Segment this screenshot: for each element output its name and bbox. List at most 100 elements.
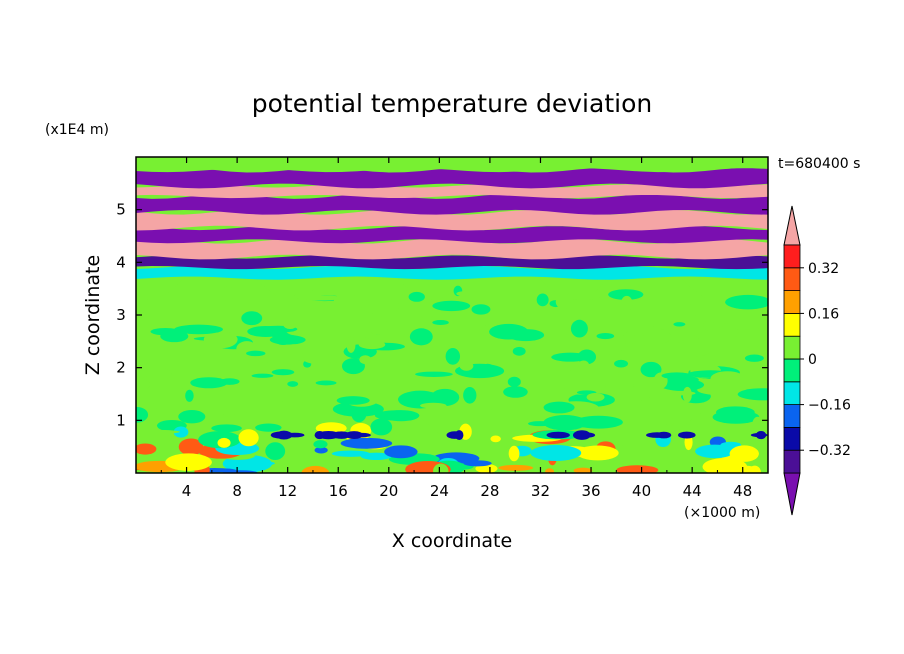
colorbar: 0.32 0.16 0 −0.16 −0.32 (783, 205, 851, 516)
field-cell (736, 328, 768, 343)
field-cell (284, 344, 303, 363)
field-cell (512, 346, 526, 356)
colorbar-segment (783, 426, 801, 451)
field-cell (361, 370, 382, 381)
y-axis: 1 2 3 4 5 (116, 201, 768, 429)
field-cell (713, 326, 740, 339)
field-cell (271, 369, 295, 376)
field-cell (573, 430, 591, 440)
field-cell (463, 386, 477, 404)
field-cell (670, 391, 696, 396)
field-band (136, 194, 768, 215)
field-cell (661, 372, 693, 380)
field-cell (291, 414, 312, 432)
y-tick-label: 3 (116, 306, 126, 324)
field-cell (703, 320, 715, 331)
field-cell (604, 382, 635, 389)
colorbar-label: −0.16 (808, 398, 851, 414)
field-cell (190, 377, 228, 389)
field-cell (471, 304, 491, 315)
field-cell (303, 353, 336, 365)
field-cell (247, 325, 285, 337)
field-cell (695, 444, 735, 459)
field-cell (507, 329, 545, 342)
field-cell (360, 297, 400, 315)
colorbar-segment (783, 267, 801, 291)
field-cell (508, 445, 520, 462)
field-cell (596, 333, 615, 340)
field-cell (503, 386, 528, 398)
field-cell (665, 417, 674, 426)
field-cell (136, 378, 151, 391)
field-cell (566, 291, 602, 301)
x-tick-label: 40 (632, 482, 651, 500)
field-cell (315, 422, 347, 435)
field-cell (573, 467, 593, 473)
field-cell (725, 294, 768, 310)
field-cell (313, 440, 328, 449)
field-cell (136, 406, 149, 423)
field-cell (545, 468, 554, 473)
field-band (136, 157, 768, 173)
field-cell (551, 352, 589, 362)
y-tick-label: 4 (116, 253, 126, 271)
field-cell (490, 435, 501, 443)
field-cell (255, 423, 282, 432)
field-band (136, 184, 768, 199)
field-cell (270, 431, 292, 439)
field-cell (640, 361, 662, 378)
colorbar-segment (783, 312, 801, 337)
field-cell (315, 380, 337, 386)
field-cell (507, 376, 521, 387)
field-cell (660, 378, 705, 391)
field-cell (178, 410, 206, 424)
colorbar-segment (783, 335, 801, 360)
colorbar-min-arrow (783, 472, 801, 516)
y-tick-label: 1 (116, 411, 126, 429)
x-tick-label: 20 (379, 482, 398, 500)
y-unit-label: (x1E4 m) (45, 122, 109, 138)
colorbar-label: 0.16 (808, 306, 839, 322)
field-cell (410, 465, 421, 473)
field-band (136, 209, 768, 231)
x-tick-label: 8 (232, 482, 242, 500)
field-cell (546, 431, 570, 439)
field-cell (314, 431, 325, 440)
x-tick-label: 44 (683, 482, 702, 500)
field-band (136, 238, 768, 260)
x-tick-label: 16 (329, 482, 348, 500)
field-cell (409, 328, 433, 346)
field-cell (750, 433, 768, 438)
chart-title: potential temperature deviation (252, 89, 652, 118)
field-cell (241, 311, 263, 326)
colorbar-segment (783, 404, 801, 428)
x-axis-label: X coordinate (392, 530, 512, 552)
x-tick-label: 28 (480, 482, 499, 500)
field-cell (432, 319, 449, 326)
field-cell (737, 388, 768, 401)
field-cell (586, 392, 605, 402)
field-cell (331, 450, 370, 457)
field-cell (246, 350, 266, 357)
field-cell (301, 465, 330, 473)
field-cell (678, 431, 696, 439)
field-cell (217, 437, 231, 448)
field-cell (211, 424, 242, 433)
x-tick-label: 36 (581, 482, 600, 500)
field-cell (463, 460, 492, 467)
field-cell (273, 317, 289, 323)
field-cell (570, 319, 588, 338)
field-cell (729, 445, 759, 462)
field-cell (346, 336, 356, 353)
field-cell (733, 465, 760, 473)
field-cell (173, 426, 189, 438)
field-cell (185, 389, 194, 402)
field-cell (674, 339, 715, 357)
field-cell (329, 432, 348, 438)
field-cell (616, 465, 659, 473)
field-cell (651, 301, 696, 317)
field-cell (459, 361, 474, 371)
field-cell (415, 371, 453, 377)
colorbar-segment (783, 244, 801, 269)
field-cell (370, 418, 393, 436)
